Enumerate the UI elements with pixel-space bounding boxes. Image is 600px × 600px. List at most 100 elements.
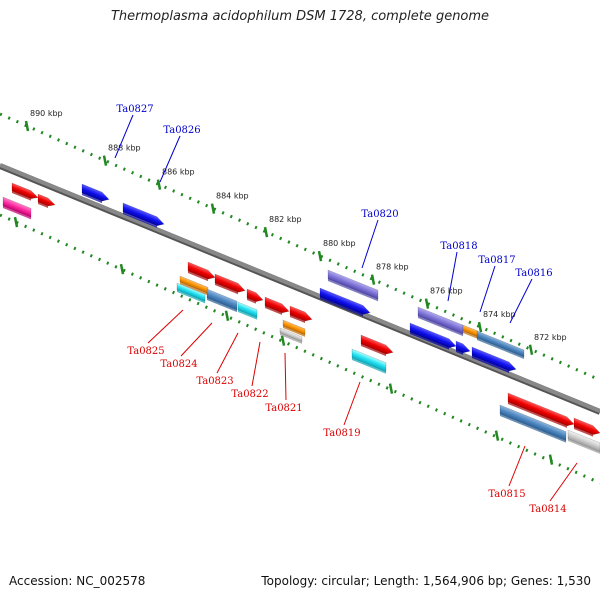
gene-arrow: [37, 193, 56, 209]
gene-arrow-edge: [352, 358, 386, 374]
gene-arrow-edge: [3, 206, 31, 220]
gene-arrow-edge: [215, 283, 238, 295]
gene-arrow-edge: [456, 350, 463, 355]
gene-arrow-shape: [409, 322, 457, 349]
gene-arrow: [214, 273, 246, 295]
reverse-gene-leader: [216, 332, 239, 374]
gene-arrow-edge: [123, 212, 157, 228]
map-title: Thermoplasma acidophilum DSM 1728, compl…: [110, 9, 490, 24]
gene-arrow-edge: [418, 316, 463, 337]
gene-arrow-shape: [246, 288, 264, 302]
reverse-scale-tick: [548, 454, 554, 465]
gene-arrow: [2, 196, 32, 220]
gene-arrow-edge: [12, 191, 31, 201]
scale-tick: [370, 274, 376, 285]
gene-arrow: [567, 429, 600, 454]
gene-arrow-shape: [81, 183, 110, 202]
gene-arrow: [246, 288, 264, 304]
gene-arrow: [462, 324, 479, 340]
forward-gene-leader: [509, 278, 533, 324]
gene-arrow-shape: [237, 301, 258, 319]
gene-arrow-shape: [327, 269, 379, 300]
scale-tick-label: 876 kbp: [430, 287, 463, 296]
gene-arrow-edge: [280, 333, 302, 344]
gene-arrow: [455, 340, 471, 355]
reverse-scale-tick: [280, 335, 286, 346]
reverse-gene-leader: [549, 462, 578, 502]
accession-text: Accession: NC_002578: [9, 574, 146, 588]
gene-arrow-edge: [265, 306, 282, 315]
gene-arrow-shape: [11, 182, 39, 200]
reverse-gene-leader: [147, 309, 184, 344]
gene-arrow: [279, 327, 303, 344]
gene-arrow-shape: [37, 193, 56, 207]
gene-arrow-edge: [574, 427, 593, 437]
forward-gene-label: Ta0820: [361, 209, 398, 220]
reverse-gene-label: Ta0823: [196, 376, 233, 387]
gene-arrow: [237, 301, 258, 320]
gene-arrow-shape: [476, 330, 525, 358]
gene-arrow-edge: [361, 344, 386, 357]
gene-arrow: [81, 183, 110, 204]
chromosome-backbone: [0, 163, 600, 413]
reverse-gene-leader: [284, 352, 287, 401]
gene-arrow-edge: [290, 315, 305, 324]
gene-arrow-shape: [2, 196, 32, 218]
scale-tick-label: 874 kbp: [483, 310, 516, 319]
reverse-gene-label: Ta0821: [265, 403, 302, 414]
gene-arrow-shape: [471, 346, 517, 372]
scale-tick-label: 880 kbp: [323, 239, 356, 248]
forward-gene-label: Ta0827: [116, 104, 153, 115]
gene-arrow-edge: [508, 402, 567, 428]
gene-arrow-edge: [180, 282, 208, 296]
gene-arrow-edge: [207, 298, 237, 313]
gene-arrow-shape: [360, 334, 394, 355]
forward-gene-leader: [361, 219, 379, 269]
gene-arrow-shape: [319, 287, 371, 315]
gene-arrow: [122, 202, 165, 228]
forward-gene-leader: [447, 251, 458, 302]
gene-arrow: [264, 296, 290, 315]
forward-scale-track: [0, 112, 600, 382]
gene-arrow-shape: [279, 327, 303, 343]
gene-arrow-shape: [289, 305, 313, 322]
gene-arrow-edge: [177, 290, 205, 304]
gene-arrow-shape: [455, 340, 471, 354]
reverse-scale-tick: [13, 216, 19, 228]
reverse-gene-leader: [343, 381, 361, 426]
gene-arrow-edge: [328, 279, 378, 302]
gene-arrow-shape: [567, 429, 600, 453]
forward-gene-leader: [159, 135, 181, 183]
gene-arrow-edge: [463, 331, 478, 340]
scale-tick: [24, 120, 30, 132]
gene-arrow-edge: [477, 338, 524, 359]
gene-arrow-shape: [499, 404, 567, 442]
scale-tick-label: 886 kbp: [162, 168, 195, 177]
reverse-gene-leader: [251, 341, 261, 387]
gene-arrow: [476, 330, 525, 359]
gene-arrow: [573, 417, 600, 437]
gene-arrow-shape: [264, 296, 290, 314]
gene-arrow-edge: [472, 356, 509, 373]
forward-gene-label: Ta0817: [478, 255, 515, 266]
forward-gene-label: Ta0816: [515, 268, 552, 279]
scale-tick-label: 872 kbp: [534, 333, 567, 342]
forward-gene-label: Ta0818: [440, 241, 477, 252]
reverse-gene-label: Ta0822: [231, 389, 268, 400]
reverse-scale-track: [0, 213, 600, 485]
gene-arrow-shape: [176, 282, 206, 302]
scale-tick: [156, 179, 162, 190]
scale-tick-label: 888 kbp: [108, 144, 141, 153]
gene-arrow: [176, 282, 206, 304]
gene-arrow-edge: [38, 202, 48, 209]
gene-arrow-edge: [247, 298, 256, 304]
reverse-gene-label: Ta0815: [488, 489, 525, 500]
gene-arrow-edge: [82, 193, 102, 204]
reverse-scale-tick: [494, 430, 500, 441]
gene-arrow: [327, 269, 379, 302]
gene-arrow-shape: [214, 273, 246, 293]
gene-arrow: [360, 334, 394, 357]
scale-tick: [528, 344, 534, 356]
reverse-gene-label: Ta0825: [127, 346, 164, 357]
